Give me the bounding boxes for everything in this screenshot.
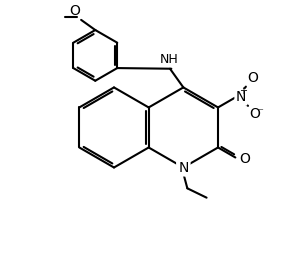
Text: O: O bbox=[69, 4, 80, 18]
Text: N: N bbox=[236, 90, 246, 104]
Text: ⁻: ⁻ bbox=[258, 108, 263, 117]
Text: N: N bbox=[178, 161, 189, 174]
Text: NH: NH bbox=[159, 53, 178, 66]
Text: +: + bbox=[239, 86, 247, 96]
Text: O: O bbox=[239, 152, 250, 166]
Text: O: O bbox=[248, 71, 258, 85]
Text: O: O bbox=[250, 108, 260, 121]
